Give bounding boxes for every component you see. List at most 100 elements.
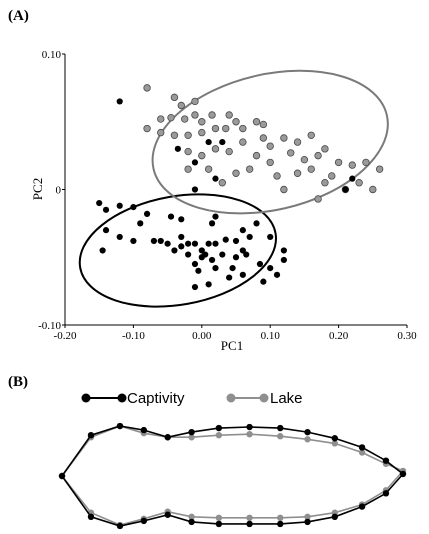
landmark-captivity (331, 435, 338, 442)
point-lake (177, 101, 185, 110)
point-lake (191, 97, 199, 106)
point-captivity (219, 138, 226, 146)
landmark-captivity (116, 522, 124, 530)
landmark-lake (188, 434, 195, 441)
point-lake (328, 172, 336, 180)
landmark-lake (246, 514, 253, 522)
landmark-captivity (87, 432, 95, 439)
point-captivity (130, 204, 137, 211)
point-lake (180, 115, 189, 123)
point-lake (204, 165, 213, 173)
y-tick-label: 0.10 (42, 49, 62, 61)
x-tick-label: 0.00 (192, 330, 212, 342)
point-captivity (185, 240, 192, 247)
point-captivity (256, 260, 264, 268)
point-lake (321, 145, 329, 153)
x-tick-label: 0.20 (329, 330, 349, 342)
point-captivity (150, 237, 158, 245)
legend-item-captivity: Captivity (81, 390, 185, 407)
point-lake (143, 84, 151, 92)
point-captivity (171, 247, 178, 254)
point-captivity (212, 175, 219, 182)
point-captivity (191, 283, 199, 291)
landmark-captivity (277, 424, 284, 432)
landmark-captivity (140, 517, 148, 525)
outline-captivity (61, 425, 405, 527)
point-captivity (246, 233, 253, 241)
point-captivity (212, 240, 219, 247)
legend-marker-captivity (117, 393, 127, 403)
landmark-lake (215, 514, 223, 522)
point-lake (184, 147, 192, 156)
point-captivity (191, 260, 199, 268)
point-captivity (130, 237, 137, 245)
point-lake (143, 124, 151, 133)
point-captivity (96, 199, 103, 207)
point-captivity (143, 210, 151, 217)
point-lake (157, 128, 165, 137)
pca-points (96, 84, 384, 291)
point-lake (334, 158, 343, 167)
point-lake (232, 118, 240, 126)
point-lake (184, 131, 192, 139)
point-captivity (219, 251, 226, 258)
point-captivity (191, 186, 199, 193)
landmark-captivity (164, 434, 171, 441)
landmark-captivity (358, 444, 366, 451)
point-lake (375, 165, 384, 173)
landmark-captivity (87, 513, 95, 520)
point-captivity (253, 220, 260, 227)
point-captivity (239, 271, 246, 278)
point-captivity (280, 256, 287, 264)
landmark-lake (331, 440, 338, 447)
point-captivity (208, 220, 216, 227)
point-lake (321, 179, 329, 187)
point-lake (314, 195, 322, 203)
y-tick-label: -0.10 (38, 320, 61, 332)
point-captivity (191, 159, 199, 166)
point-lake (225, 111, 233, 119)
point-captivity (116, 202, 123, 209)
point-lake (252, 118, 261, 126)
point-captivity (232, 237, 240, 245)
point-lake (369, 185, 377, 194)
point-captivity (205, 138, 212, 146)
ellipse-lake (151, 69, 389, 215)
landmark-lake (304, 513, 311, 520)
landmark-lake (277, 514, 284, 522)
point-lake (348, 161, 356, 169)
point-lake (252, 151, 261, 160)
point-lake (280, 185, 288, 194)
x-tick-label: -0.10 (122, 330, 145, 342)
point-captivity (178, 233, 185, 241)
point-captivity (185, 251, 192, 258)
legend-marker-lake (259, 393, 269, 403)
point-captivity (239, 227, 246, 234)
point-lake (218, 179, 227, 187)
landmark-captivity (304, 518, 311, 526)
point-captivity (212, 264, 219, 272)
point-captivity (243, 251, 250, 258)
point-captivity (342, 186, 349, 193)
point-lake (293, 138, 302, 146)
landmark-lake (215, 432, 223, 439)
point-captivity (178, 216, 185, 223)
point-captivity (239, 247, 246, 254)
landmark-captivity (140, 426, 148, 434)
point-captivity (174, 145, 181, 152)
landmark-captivity (215, 520, 223, 528)
point-captivity (102, 227, 110, 234)
point-lake (266, 158, 274, 167)
landmark-captivity (215, 424, 223, 432)
legend: Captivity Lake (81, 390, 303, 407)
point-captivity (205, 240, 212, 247)
landmark-captivity (164, 511, 171, 518)
point-captivity (116, 98, 123, 105)
legend-item-lake: Lake (226, 390, 303, 407)
point-captivity (229, 264, 236, 272)
point-lake (184, 165, 192, 173)
y-tick-label: 0 (56, 185, 62, 197)
point-lake (280, 134, 288, 142)
point-captivity (260, 278, 267, 285)
landmark-lake (358, 449, 366, 456)
